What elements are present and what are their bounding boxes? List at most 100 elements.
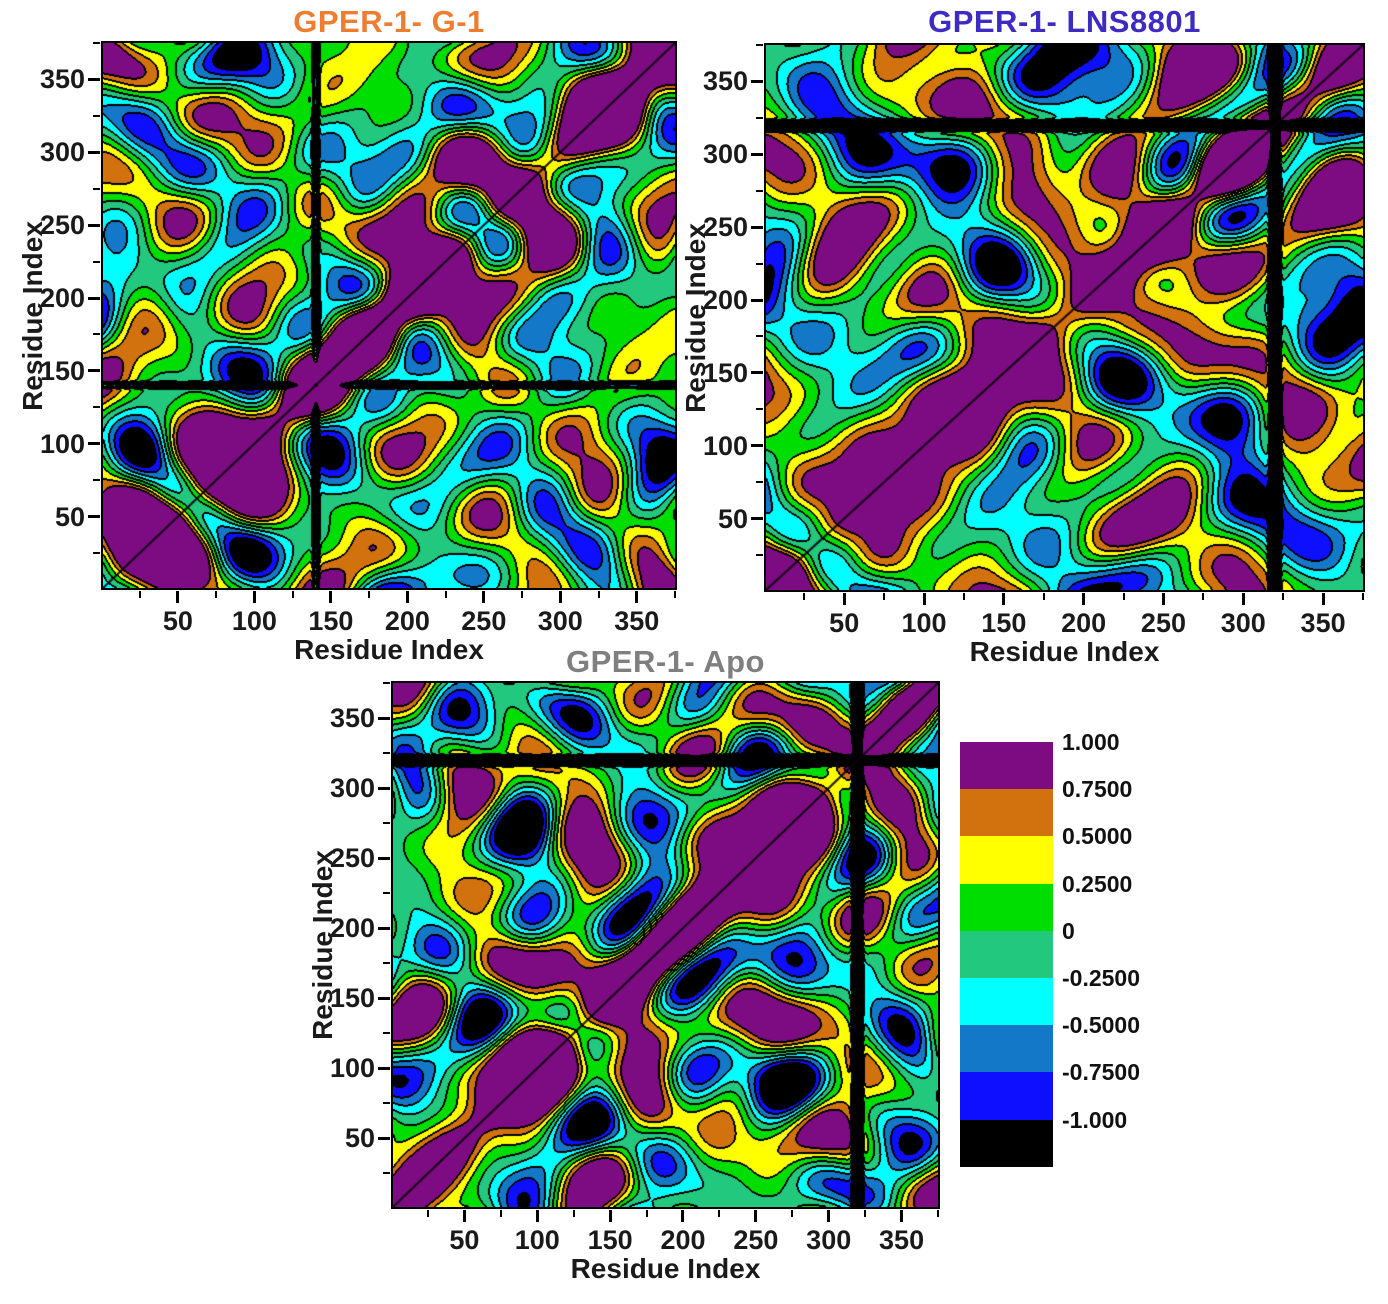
x-tick-label: 150 bbox=[308, 606, 354, 636]
plot-title-apo: GPER-1- Apo bbox=[566, 644, 765, 679]
colorbar-segment bbox=[960, 930, 1053, 979]
x-minor-tick bbox=[368, 591, 371, 598]
x-tick bbox=[1082, 593, 1086, 605]
x-tick-label: 150 bbox=[587, 1225, 633, 1255]
y-tick-label: 250 bbox=[702, 212, 748, 243]
colorbar-label: 0.7500 bbox=[1062, 776, 1133, 803]
colorbar-label: -0.7500 bbox=[1062, 1059, 1141, 1086]
x-tick bbox=[842, 593, 846, 605]
x-minor-tick bbox=[426, 1210, 429, 1217]
y-tick-label: 200 bbox=[39, 283, 85, 313]
x-minor-tick bbox=[718, 1210, 721, 1217]
plot-title-lns8801: GPER-1- LNS8801 bbox=[928, 4, 1201, 39]
y-tick bbox=[378, 1136, 390, 1140]
y-tick-label: 200 bbox=[702, 285, 748, 315]
x-tick bbox=[922, 593, 926, 605]
y-tick-label: 300 bbox=[702, 139, 748, 170]
x-tick-label: 250 bbox=[1140, 608, 1186, 638]
y-minor-tick bbox=[756, 408, 763, 411]
y-tick bbox=[88, 77, 100, 81]
x-tick bbox=[635, 591, 639, 603]
x-minor-tick bbox=[803, 593, 806, 600]
colorbar-label: 0 bbox=[1062, 917, 1075, 944]
y-minor-tick bbox=[383, 752, 390, 755]
y-minor-tick bbox=[93, 552, 100, 555]
x-minor-tick bbox=[215, 591, 218, 598]
y-minor-tick bbox=[756, 262, 763, 265]
y-minor-tick bbox=[383, 1102, 390, 1105]
x-minor-tick bbox=[521, 591, 524, 598]
y-tick-label: 250 bbox=[329, 843, 375, 874]
y-minor-tick bbox=[93, 187, 100, 190]
y-tick-label: 250 bbox=[39, 210, 85, 241]
x-tick-label: 350 bbox=[1300, 608, 1346, 638]
y-tick-label: 100 bbox=[702, 430, 748, 461]
y-minor-tick bbox=[93, 114, 100, 117]
y-tick bbox=[751, 298, 763, 302]
x-tick-label: 100 bbox=[231, 606, 277, 636]
y-tick bbox=[88, 442, 100, 446]
y-minor-tick bbox=[383, 822, 390, 825]
y-tick bbox=[88, 223, 100, 227]
x-tick bbox=[1241, 593, 1245, 605]
y-minor-tick bbox=[756, 116, 763, 119]
y-tick-label: 350 bbox=[329, 703, 375, 734]
x-tick-label: 250 bbox=[733, 1225, 779, 1255]
x-minor-tick bbox=[597, 591, 600, 598]
x-tick bbox=[1002, 593, 1006, 605]
x-minor-tick bbox=[1202, 593, 1205, 600]
y-tick bbox=[378, 1066, 390, 1070]
x-minor-tick bbox=[674, 591, 676, 598]
x-tick-label: 150 bbox=[981, 608, 1027, 638]
x-tick bbox=[1321, 593, 1325, 605]
contour-plot-g1 bbox=[100, 40, 677, 590]
y-minor-tick bbox=[383, 1172, 390, 1175]
colorbar-label: 0.5000 bbox=[1062, 823, 1133, 850]
y-tick-label: 150 bbox=[39, 355, 85, 386]
y-minor-tick bbox=[756, 481, 763, 484]
x-tick-label: 100 bbox=[514, 1225, 560, 1255]
y-minor-tick bbox=[383, 682, 390, 684]
y-tick bbox=[751, 444, 763, 448]
contour-plot-apo bbox=[390, 680, 940, 1209]
x-tick-label: 350 bbox=[879, 1225, 925, 1255]
x-minor-tick bbox=[138, 591, 141, 598]
y-tick-label: 150 bbox=[329, 983, 375, 1014]
x-tick bbox=[681, 1210, 685, 1222]
colorbar-label: 0.2500 bbox=[1062, 870, 1133, 897]
y-minor-tick bbox=[93, 42, 100, 44]
y-tick bbox=[88, 296, 100, 300]
plot-title-g1: GPER-1- G-1 bbox=[293, 4, 485, 39]
colorbar-label: 1.000 bbox=[1062, 729, 1120, 755]
y-tick bbox=[378, 856, 390, 860]
y-tick-label: 150 bbox=[702, 357, 748, 388]
x-tick-label: 200 bbox=[384, 606, 430, 636]
y-minor-tick bbox=[93, 406, 100, 409]
x-tick-label: 300 bbox=[537, 606, 583, 636]
x-tick bbox=[482, 591, 486, 603]
y-minor-tick bbox=[756, 554, 763, 557]
colorbar-segment bbox=[960, 1119, 1053, 1168]
x-tick-label: 200 bbox=[660, 1225, 706, 1255]
y-tick-label: 100 bbox=[329, 1053, 375, 1084]
y-minor-tick bbox=[93, 333, 100, 336]
colorbar-segment bbox=[960, 836, 1053, 885]
colorbar-segment bbox=[960, 742, 1053, 790]
y-tick-label: 300 bbox=[39, 137, 85, 168]
y-tick bbox=[378, 996, 390, 1000]
x-minor-tick bbox=[291, 591, 294, 598]
x-minor-tick bbox=[1282, 593, 1285, 600]
x-minor-tick bbox=[1122, 593, 1125, 600]
y-minor-tick bbox=[383, 892, 390, 895]
y-tick-label: 100 bbox=[39, 428, 85, 459]
colorbar-segment bbox=[960, 789, 1053, 837]
x-minor-tick bbox=[572, 1210, 575, 1217]
y-minor-tick bbox=[756, 189, 763, 192]
y-tick bbox=[378, 926, 390, 930]
y-minor-tick bbox=[93, 260, 100, 263]
x-tick bbox=[1161, 593, 1165, 605]
x-tick bbox=[754, 1210, 758, 1222]
x-tick-label: 100 bbox=[901, 608, 947, 638]
y-tick bbox=[378, 716, 390, 720]
